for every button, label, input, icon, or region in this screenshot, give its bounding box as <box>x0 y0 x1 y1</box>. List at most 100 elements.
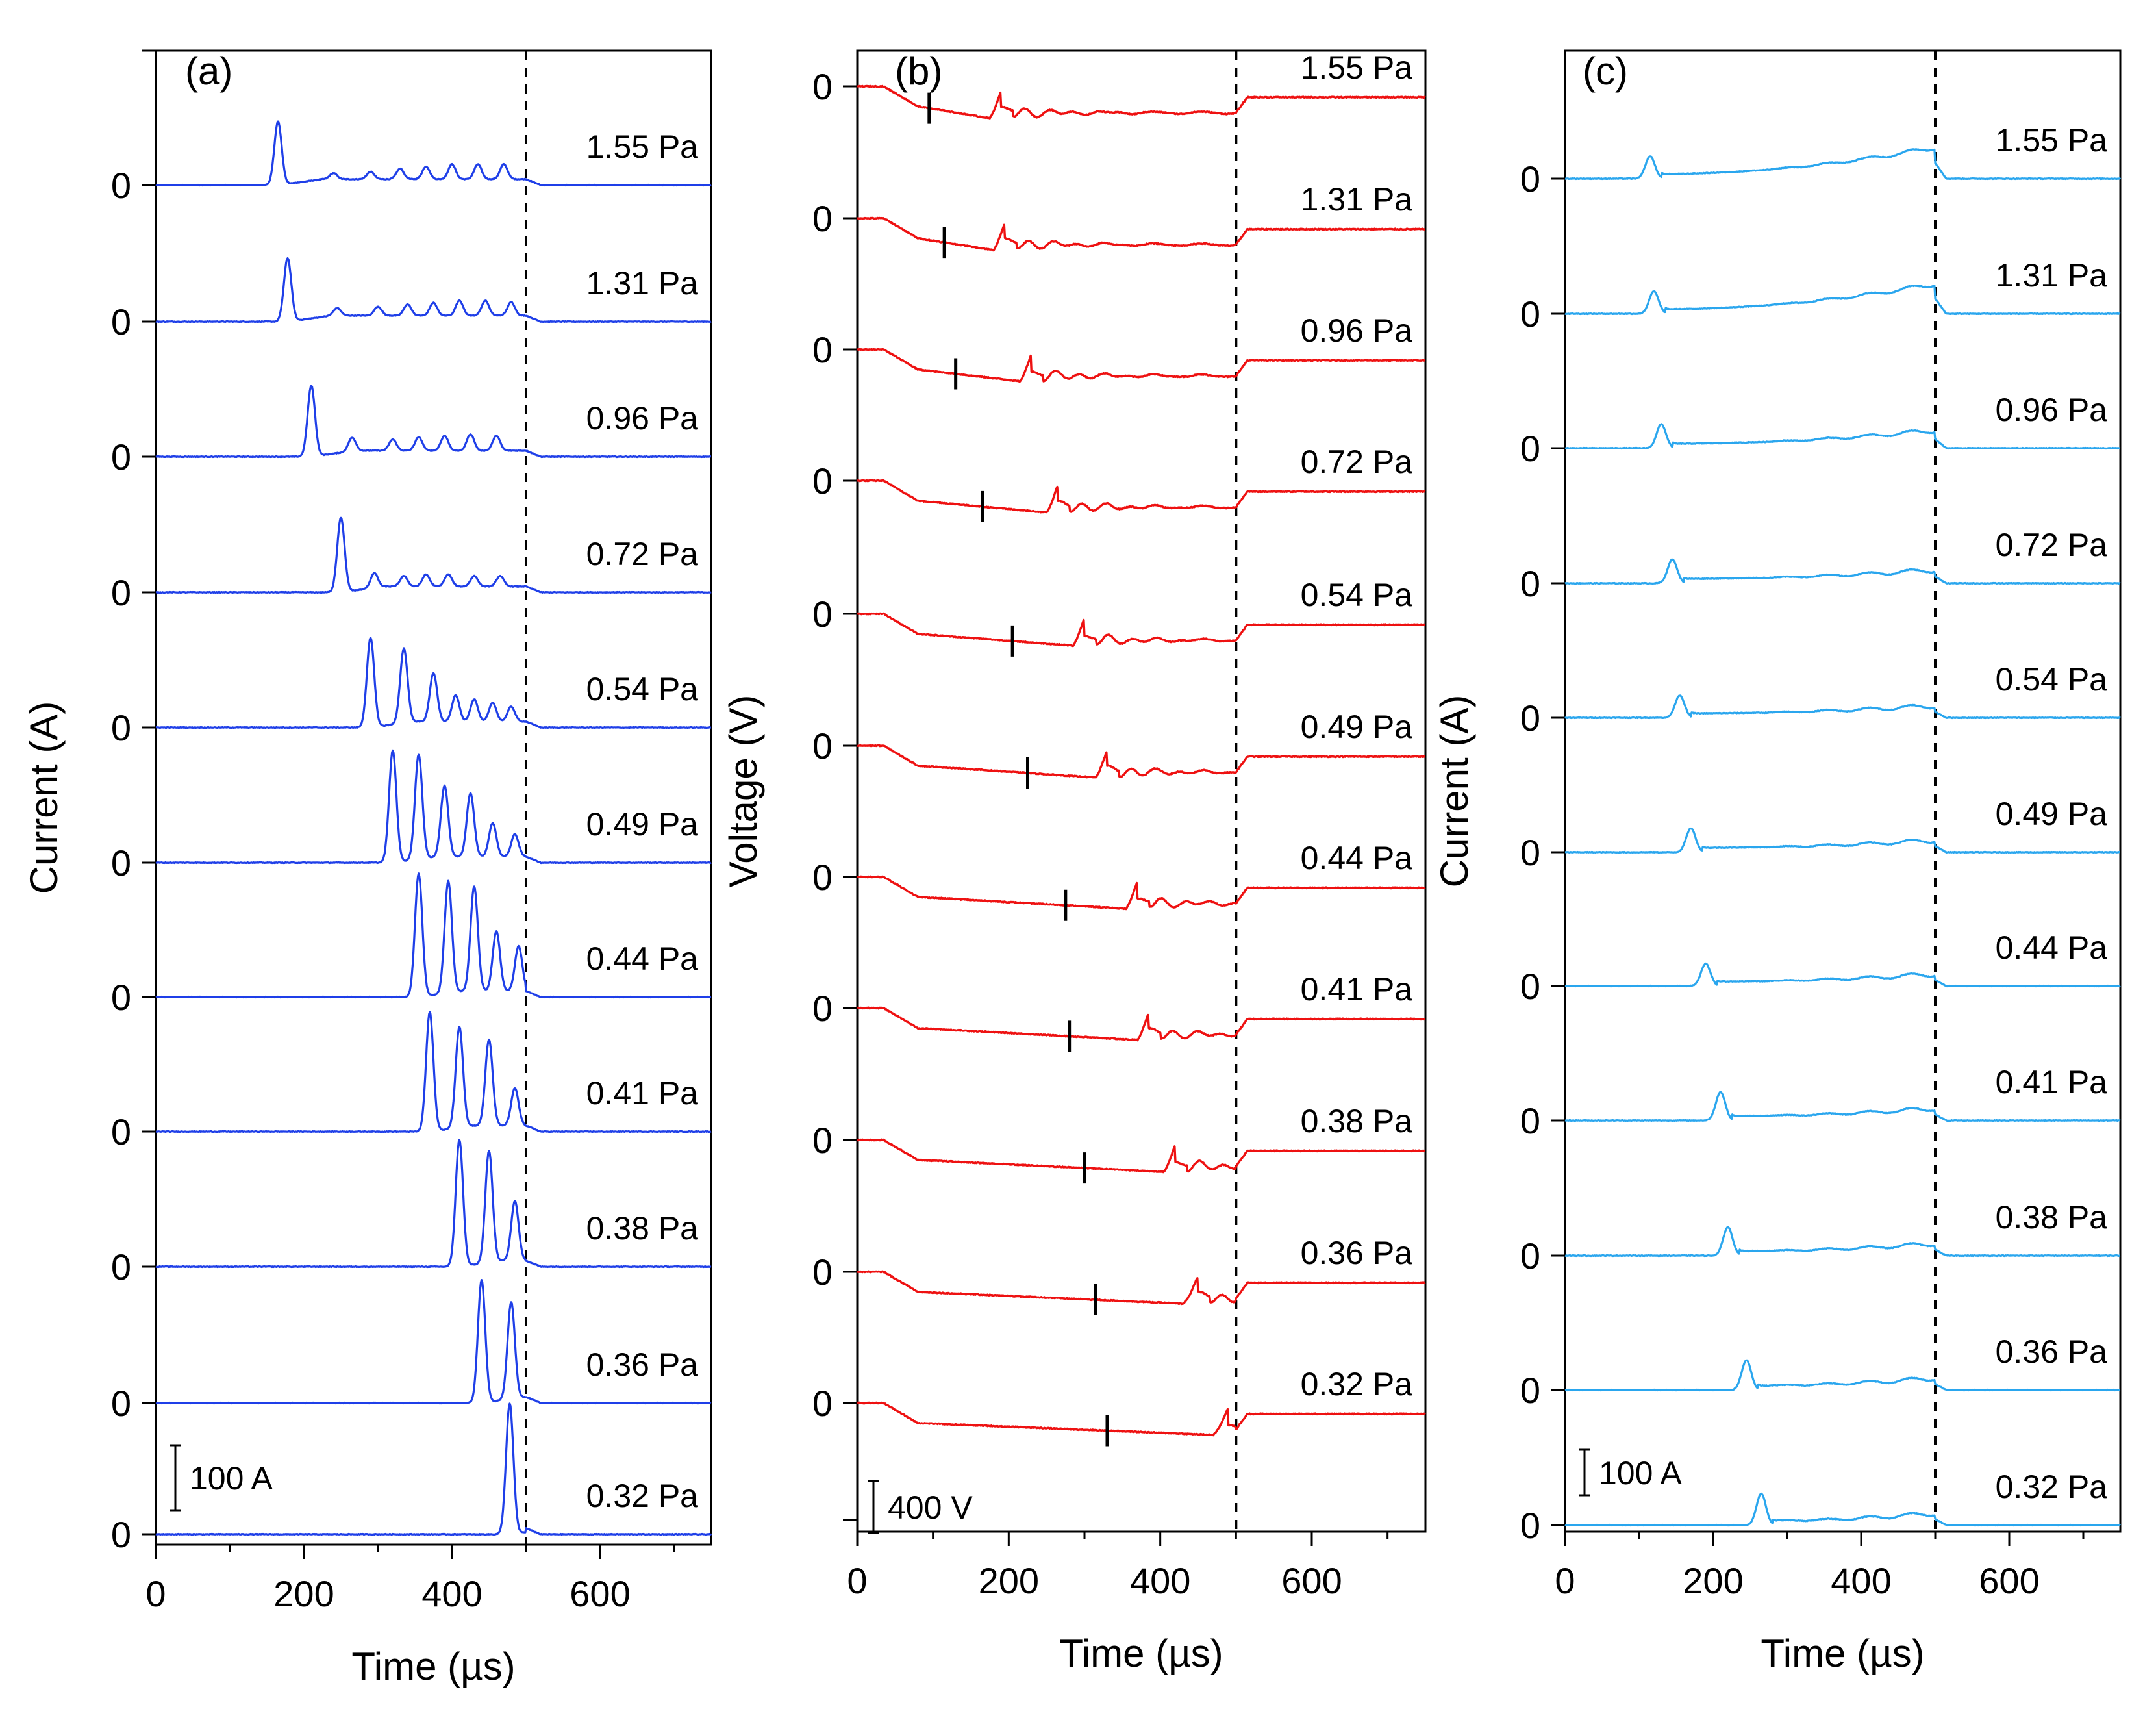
c-panel-letter: (c) <box>1583 49 1628 93</box>
c-y-zero-label: 0 <box>1520 1505 1540 1546</box>
a-trace-label: 0.72 Pa <box>586 536 699 572</box>
a-trace <box>155 1402 712 1536</box>
a-y-zero-label: 0 <box>111 1246 131 1287</box>
a-trace-label: 0.36 Pa <box>586 1347 699 1383</box>
c-x-axis-title: Time (µs) <box>1761 1632 1924 1675</box>
c-y-zero-label: 0 <box>1520 1370 1540 1411</box>
a-trace <box>155 1011 712 1133</box>
b-trace <box>857 84 1426 120</box>
b-trace <box>857 348 1426 383</box>
a-x-axis-title: Time (µs) <box>351 1645 515 1688</box>
b-trace <box>857 744 1426 779</box>
a-trace <box>155 872 712 999</box>
c-trace <box>1564 558 2121 585</box>
c-y-zero-label: 0 <box>1520 294 1540 335</box>
c-trace <box>1564 694 2121 720</box>
c-trace-label: 0.54 Pa <box>1996 661 2108 698</box>
a-y-zero-label: 0 <box>111 1383 131 1424</box>
c-trace <box>1564 285 2121 316</box>
b-y-zero-label: 0 <box>812 1252 833 1293</box>
a-trace-label: 0.44 Pa <box>586 941 699 977</box>
a-scale-bar-label: 100 A <box>190 1460 273 1497</box>
b-trace <box>857 1006 1426 1042</box>
a-y-axis-title: Current (A) <box>22 702 66 894</box>
a-y-zero-label: 0 <box>111 707 131 748</box>
b-y-zero-label: 0 <box>812 726 833 766</box>
c-trace-label: 1.31 Pa <box>1996 257 2108 294</box>
b-trace-label: 0.72 Pa <box>1301 444 1413 480</box>
c-x-tick-label: 600 <box>1979 1560 2039 1601</box>
b-y-zero-label: 0 <box>812 66 833 107</box>
c-trace <box>1564 1226 2121 1258</box>
b-x-axis-title: Time (µs) <box>1059 1632 1223 1675</box>
b-trace <box>857 612 1426 648</box>
a-y-zero-label: 0 <box>111 842 131 883</box>
c-trace-label: 0.49 Pa <box>1996 796 2108 832</box>
a-trace-label: 0.41 Pa <box>586 1075 699 1111</box>
a-x-tick-label: 600 <box>570 1573 630 1614</box>
c-trace-label: 0.32 Pa <box>1996 1469 2108 1505</box>
b-trace-label: 0.38 Pa <box>1301 1103 1413 1139</box>
c-trace <box>1564 1492 2121 1527</box>
a-trace <box>155 1139 712 1269</box>
a-y-zero-label: 0 <box>111 572 131 613</box>
b-x-tick-label: 0 <box>847 1560 867 1601</box>
a-y-zero-label: 0 <box>111 977 131 1018</box>
c-trace-label: 0.44 Pa <box>1996 930 2108 966</box>
b-panel-letter: (b) <box>895 49 942 93</box>
a-trace <box>155 749 712 865</box>
b-axes-frame <box>856 49 1427 1533</box>
b-x-tick-label: 600 <box>1281 1560 1342 1601</box>
c-trace-label: 0.38 Pa <box>1996 1199 2108 1235</box>
b-x-tick-label: 200 <box>979 1560 1039 1601</box>
b-y-zero-label: 0 <box>812 198 833 239</box>
a-y-zero-label: 0 <box>111 301 131 342</box>
a-trace <box>155 637 712 729</box>
c-trace <box>1564 423 2121 450</box>
c-trace <box>1564 962 2121 988</box>
a-trace-label: 0.49 Pa <box>586 806 699 842</box>
a-y-zero-label: 0 <box>111 165 131 206</box>
c-trace-label: 0.72 Pa <box>1996 527 2108 563</box>
c-x-tick-label: 0 <box>1555 1560 1575 1601</box>
a-trace-label: 1.31 Pa <box>586 265 699 301</box>
a-trace <box>155 516 712 594</box>
b-trace-label: 1.55 Pa <box>1301 49 1413 86</box>
c-trace <box>1564 148 2122 181</box>
b-trace <box>857 1270 1426 1306</box>
b-trace <box>857 479 1426 514</box>
c-trace-label: 0.96 Pa <box>1996 392 2108 428</box>
b-trace <box>857 1138 1426 1174</box>
b-y-zero-label: 0 <box>812 594 833 635</box>
a-axes-frame <box>155 49 712 1546</box>
b-x-tick-label: 400 <box>1130 1560 1190 1601</box>
panel-b: 0 200 400 600 Time (µs) Voltage (V) 0 0 0 0 0 0 0 0 0 0… <box>721 49 1427 1675</box>
c-y-zero-label: 0 <box>1520 563 1540 604</box>
a-y-zero-label: 0 <box>111 1111 131 1152</box>
c-trace-label: 0.36 Pa <box>1996 1334 2108 1370</box>
a-x-tick-label: 400 <box>421 1573 482 1614</box>
b-trace-label: 0.32 Pa <box>1301 1366 1413 1402</box>
a-x-tick-label: 200 <box>273 1573 334 1614</box>
b-trace-label: 0.44 Pa <box>1301 840 1413 876</box>
b-trace-label: 0.96 Pa <box>1301 312 1413 349</box>
c-x-tick-label: 400 <box>1831 1560 1891 1601</box>
a-trace <box>155 120 712 187</box>
a-y-zero-label: 0 <box>111 436 131 477</box>
b-y-zero-label: 0 <box>812 1383 833 1424</box>
b-trace <box>856 1401 1426 1437</box>
b-trace-label: 1.31 Pa <box>1301 181 1413 218</box>
a-trace-label: 1.55 Pa <box>586 129 699 165</box>
a-x-tick-label: 0 <box>145 1573 166 1614</box>
b-y-zero-label: 0 <box>812 988 833 1029</box>
c-y-zero-label: 0 <box>1520 1235 1540 1276</box>
c-trace-label: 0.41 Pa <box>1996 1064 2108 1100</box>
a-trace-label: 0.54 Pa <box>586 671 699 707</box>
b-trace-label: 0.36 Pa <box>1301 1235 1413 1271</box>
c-y-zero-label: 0 <box>1520 966 1540 1007</box>
b-trace-label: 0.49 Pa <box>1301 709 1413 745</box>
c-trace <box>1564 1091 2121 1122</box>
a-trace <box>155 257 712 323</box>
